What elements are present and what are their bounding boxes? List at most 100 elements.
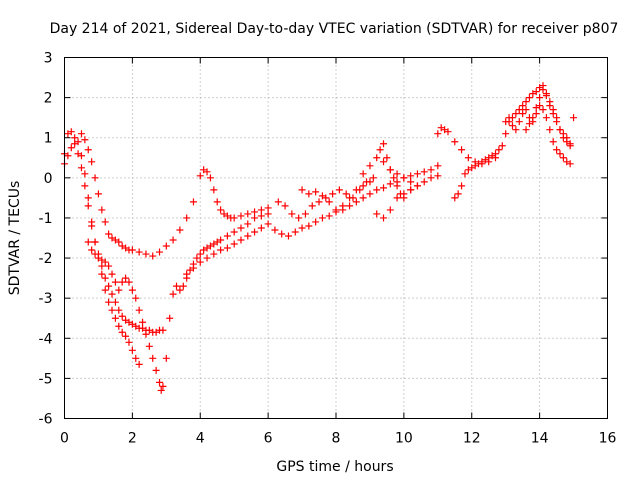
x-tick-label: 6 xyxy=(264,431,273,447)
data-point xyxy=(91,250,99,258)
data-point xyxy=(213,198,221,206)
y-tick-label: 0 xyxy=(44,171,53,187)
data-point xyxy=(223,232,231,240)
data-point xyxy=(230,228,238,236)
data-point xyxy=(88,158,96,166)
y-tick-label: 3 xyxy=(44,51,53,67)
data-point xyxy=(98,270,106,278)
data-point xyxy=(427,174,435,182)
data-point xyxy=(420,178,428,186)
data-point xyxy=(400,174,408,182)
data-point xyxy=(305,190,313,198)
data-point xyxy=(407,172,415,180)
data-point xyxy=(135,306,143,314)
data-point xyxy=(156,378,164,386)
data-point xyxy=(563,134,571,142)
data-point xyxy=(288,210,296,218)
data-point xyxy=(522,98,530,106)
data-point xyxy=(525,94,533,102)
x-axis: 0 2 4 6 8 10 12 14 16 xyxy=(60,57,616,447)
data-point xyxy=(84,194,92,202)
data-point xyxy=(471,158,479,166)
x-tick-label: 14 xyxy=(531,431,549,447)
data-point xyxy=(380,214,388,222)
data-point xyxy=(570,114,578,122)
data-point xyxy=(315,198,323,206)
data-point xyxy=(542,114,550,122)
data-point xyxy=(98,262,106,270)
data-point xyxy=(329,190,337,198)
series-satellite-track-F xyxy=(271,162,442,240)
data-point xyxy=(393,194,401,202)
data-point xyxy=(217,206,225,214)
data-point xyxy=(128,286,136,294)
y-axis-label: SDTVAR / TECUs xyxy=(7,181,23,296)
series-satellite-track-I xyxy=(359,154,415,186)
data-point xyxy=(159,382,167,390)
data-point xyxy=(566,160,574,168)
data-point xyxy=(519,102,527,110)
data-point xyxy=(105,262,113,270)
data-point xyxy=(464,154,472,162)
data-point xyxy=(502,118,510,126)
data-point xyxy=(217,236,225,244)
data-point xyxy=(359,194,367,202)
data-point xyxy=(223,244,231,252)
data-point xyxy=(298,186,306,194)
data-point xyxy=(210,186,218,194)
data-point xyxy=(125,338,133,346)
data-point xyxy=(128,346,136,354)
data-point xyxy=(193,254,201,262)
data-point xyxy=(244,220,252,228)
data-point xyxy=(251,228,259,236)
data-point xyxy=(257,212,265,220)
data-point xyxy=(461,170,469,178)
data-point xyxy=(559,130,567,138)
data-point xyxy=(196,250,204,258)
y-tick-label: -5 xyxy=(39,371,53,387)
data-point xyxy=(407,178,415,186)
chart-title: Day 214 of 2021, Sidereal Day-to-day VTE… xyxy=(50,21,619,37)
data-point xyxy=(264,210,272,218)
data-point xyxy=(88,246,96,254)
data-point xyxy=(478,160,486,168)
data-point xyxy=(139,318,147,326)
data-point xyxy=(301,210,309,218)
data-point xyxy=(376,146,384,154)
data-point xyxy=(546,102,554,110)
data-point xyxy=(71,134,79,142)
data-point xyxy=(305,222,313,230)
x-tick-label: 8 xyxy=(332,431,341,447)
data-point xyxy=(308,202,316,210)
data-point xyxy=(166,314,174,322)
data-point xyxy=(108,306,116,314)
data-point xyxy=(84,146,92,154)
data-point xyxy=(67,128,75,136)
grid-lines xyxy=(64,57,608,419)
data-point xyxy=(74,150,82,158)
data-point xyxy=(251,214,259,222)
data-point xyxy=(179,282,187,290)
y-tick-label: -1 xyxy=(39,211,53,227)
data-point xyxy=(122,274,130,282)
series-satellite-track-O xyxy=(522,86,578,148)
data-point xyxy=(244,232,252,240)
data-point xyxy=(390,174,398,182)
data-point xyxy=(366,178,374,186)
data-point xyxy=(546,126,554,134)
data-point xyxy=(230,214,238,222)
data-point xyxy=(542,92,550,100)
data-point xyxy=(244,210,252,218)
data-point xyxy=(111,278,119,286)
data-point xyxy=(369,174,377,182)
data-point xyxy=(553,146,561,154)
data-point xyxy=(539,86,547,94)
x-axis-label: GPS time / hours xyxy=(276,459,393,475)
data-point xyxy=(539,106,547,114)
data-point xyxy=(498,142,506,150)
data-point xyxy=(549,138,557,146)
data-point xyxy=(189,264,197,272)
data-point xyxy=(420,168,428,176)
data-point xyxy=(373,210,381,218)
